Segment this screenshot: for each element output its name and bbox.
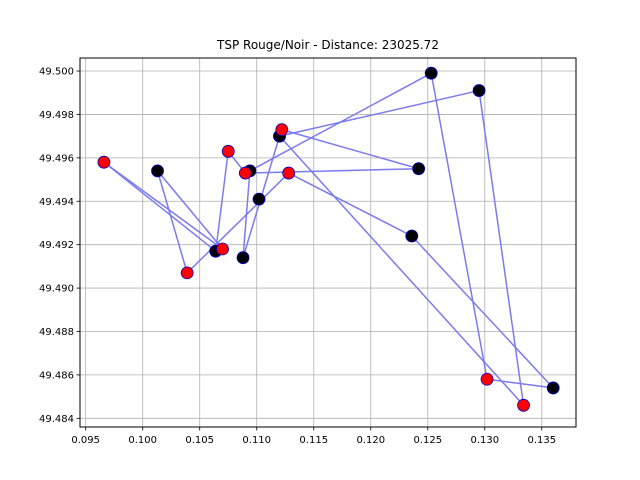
x-tick-label: 0.120 [356,435,385,446]
black-city-point [472,84,486,97]
x-tick-label: 0.095 [71,435,100,446]
route-points [97,66,560,412]
black-city-point [236,251,250,265]
y-tick-label: 49.492 [39,240,74,251]
black-city-point [151,164,164,178]
route-segment [103,161,217,252]
route-segment [156,170,224,250]
y-tick-label: 49.494 [39,197,74,208]
route-segment [288,172,413,237]
x-tick-label: 0.105 [185,435,214,446]
route-segment [281,128,419,170]
route-segment [486,378,554,389]
black-city-point [412,162,426,176]
route-segment [245,167,419,174]
black-city-point [424,66,438,80]
y-tick-label: 49.498 [39,110,74,121]
y-tick-label: 49.488 [39,327,74,338]
y-axis: 49.484 49.486 49.488 49.490 49.492 49.494 49.4… [39,67,80,425]
route-segment [478,90,525,406]
red-city-point [238,166,252,180]
black-city-point [252,192,266,206]
x-tick-label: 0.100 [128,435,157,446]
chart-title: TSP Rouge/Noir - Distance: 23025.72 [216,38,439,52]
x-tick-label: 0.130 [470,435,499,446]
y-tick-label: 49.486 [39,370,74,381]
route-segment [103,161,223,250]
y-tick-label: 49.484 [39,414,74,425]
x-tick-label: 0.115 [299,435,328,446]
route-segment [156,170,188,274]
red-city-point [221,144,235,158]
x-tick-label: 0.125 [413,435,442,446]
route-segment [279,89,480,137]
grid [80,58,576,427]
plot-frame [79,57,577,428]
y-tick-label: 49.496 [39,153,74,164]
x-tick-label: 0.135 [527,435,556,446]
red-city-point [517,398,530,412]
route-lines [103,72,554,406]
black-city-point [546,381,560,395]
route-segment [186,172,290,274]
red-city-point [97,155,111,169]
red-city-point [275,123,289,137]
red-city-point [282,166,296,180]
red-city-point [180,266,194,280]
red-city-point [216,242,229,256]
route-segment [411,235,554,389]
route-segment [214,151,229,252]
red-city-point [480,372,494,386]
route-segment [430,73,488,380]
x-tick-label: 0.110 [242,435,271,446]
y-tick-label: 49.500 [39,67,74,78]
x-axis: 0.095 0.100 0.105 0.110 0.115 0.120 0.125 0.130… [71,427,556,446]
y-tick-label: 49.490 [39,284,74,295]
black-city-point [405,229,419,243]
